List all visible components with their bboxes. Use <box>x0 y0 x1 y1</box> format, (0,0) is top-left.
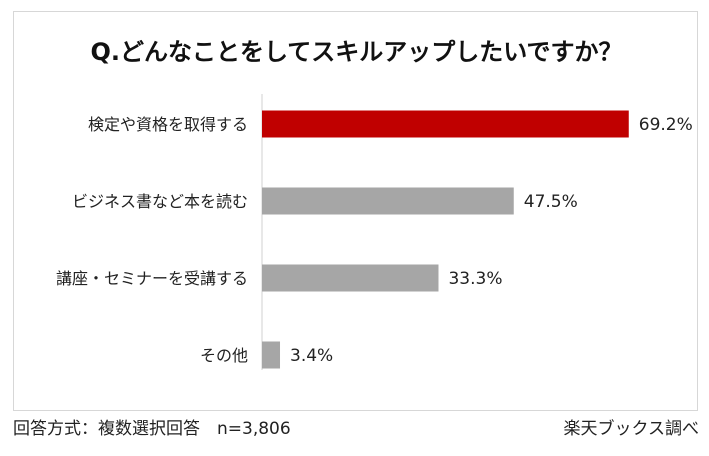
bar-0 <box>262 110 629 138</box>
value-label-1: 47.5% <box>524 192 578 212</box>
category-label-1: ビジネス書など本を読む <box>72 192 248 211</box>
bar-chart: 検定や資格を取得する 69.2% ビジネス書など本を読む 47.5% 講座・セミナーを受… <box>56 94 693 370</box>
value-label-3: 3.4% <box>290 346 333 366</box>
category-label-3: その他 <box>200 346 248 365</box>
bar-3 <box>262 341 281 369</box>
bar-1 <box>262 187 514 215</box>
value-label-2: 33.3% <box>448 269 502 289</box>
category-label-2: 講座・セミナーを受講する <box>56 269 248 288</box>
value-label-0: 69.2% <box>639 115 693 135</box>
category-label-0: 検定や資格を取得する <box>88 115 248 134</box>
chart-title: Q.どんなことをしてスキルアップしたいですか？ <box>90 38 623 66</box>
survey-method-note: 回答方式：複数選択回答 n=3,806 <box>13 419 291 439</box>
chart-frame: Q.どんなことをしてスキルアップしたいですか？ 検定や資格を取得する 69.2% ビ… <box>13 11 698 411</box>
bar-2 <box>262 264 439 292</box>
source-credit: 楽天ブックス調べ <box>563 419 700 439</box>
